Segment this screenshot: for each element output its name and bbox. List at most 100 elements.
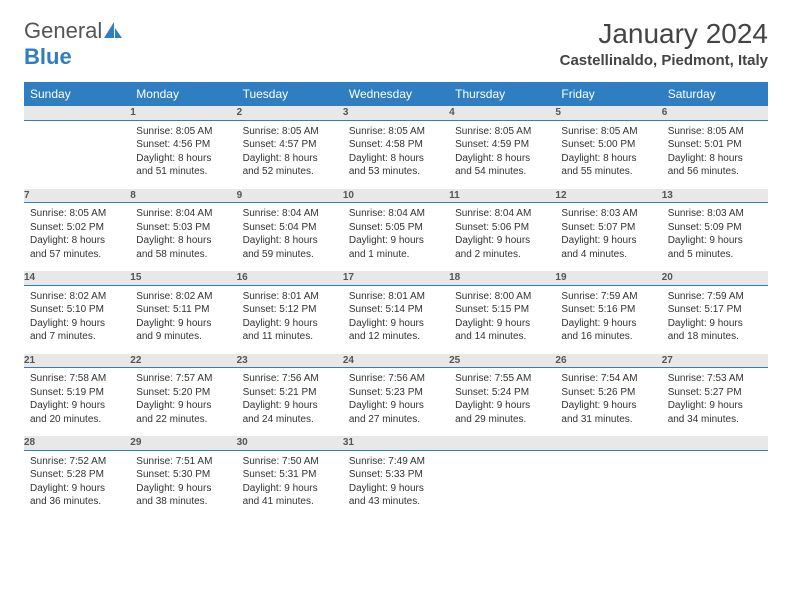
daylight-text: Daylight: 9 hours and 22 minutes. bbox=[136, 399, 230, 426]
day-cell: Sunrise: 7:57 AMSunset: 5:20 PMDaylight:… bbox=[130, 368, 236, 437]
daylight-text: Daylight: 8 hours and 56 minutes. bbox=[668, 152, 762, 179]
day-cell: Sunrise: 7:53 AMSunset: 5:27 PMDaylight:… bbox=[662, 368, 768, 437]
day-number-cell: 30 bbox=[237, 436, 343, 450]
daylight-text: Daylight: 9 hours and 9 minutes. bbox=[136, 317, 230, 344]
day-cell: Sunrise: 8:05 AMSunset: 5:02 PMDaylight:… bbox=[24, 203, 130, 272]
sunset-text: Sunset: 5:15 PM bbox=[455, 303, 549, 317]
sunset-text: Sunset: 5:11 PM bbox=[136, 303, 230, 317]
day-cell bbox=[662, 450, 768, 519]
sunset-text: Sunset: 4:56 PM bbox=[136, 138, 230, 152]
sunset-text: Sunset: 5:03 PM bbox=[136, 221, 230, 235]
day-header: Tuesday bbox=[237, 82, 343, 106]
daylight-text: Daylight: 9 hours and 43 minutes. bbox=[349, 482, 443, 509]
day-cell: Sunrise: 8:02 AMSunset: 5:10 PMDaylight:… bbox=[24, 285, 130, 354]
day-cell bbox=[449, 450, 555, 519]
day-number-cell: 2 bbox=[237, 106, 343, 120]
sunrise-text: Sunrise: 8:03 AM bbox=[668, 207, 762, 221]
day-cell: Sunrise: 8:05 AMSunset: 5:00 PMDaylight:… bbox=[555, 120, 661, 189]
day-cell bbox=[24, 120, 130, 189]
sunset-text: Sunset: 5:28 PM bbox=[30, 468, 124, 482]
week-daynum-row: 123456 bbox=[24, 106, 768, 120]
sunrise-text: Sunrise: 8:05 AM bbox=[30, 207, 124, 221]
title-block: January 2024 Castellinaldo, Piedmont, It… bbox=[560, 18, 768, 69]
sunrise-text: Sunrise: 7:54 AM bbox=[561, 372, 655, 386]
day-number-cell: 12 bbox=[555, 189, 661, 203]
day-cell: Sunrise: 7:59 AMSunset: 5:17 PMDaylight:… bbox=[662, 285, 768, 354]
sunset-text: Sunset: 5:31 PM bbox=[243, 468, 337, 482]
daylight-text: Daylight: 9 hours and 29 minutes. bbox=[455, 399, 549, 426]
week-body-row: Sunrise: 7:52 AMSunset: 5:28 PM Daylight:… bbox=[24, 450, 768, 519]
day-number-cell: 25 bbox=[449, 354, 555, 368]
sunset-text: Sunset: 4:57 PM bbox=[243, 138, 337, 152]
logo-text-1: General bbox=[24, 18, 102, 43]
day-cell: Sunrise: 7:59 AMSunset: 5:16 PMDaylight:… bbox=[555, 285, 661, 354]
day-number-cell: 31 bbox=[343, 436, 449, 450]
day-cell: Sunrise: 8:05 AMSunset: 4:59 PMDaylight:… bbox=[449, 120, 555, 189]
daylight-text: Daylight: 9 hours and 4 minutes. bbox=[561, 234, 655, 261]
day-number-cell: 11 bbox=[449, 189, 555, 203]
sunrise-text: Sunrise: 7:59 AM bbox=[561, 290, 655, 304]
sunset-text: Sunset: 5:19 PM bbox=[30, 386, 124, 400]
week-body-row: Sunrise: 7:58 AMSunset: 5:19 PMDaylight:… bbox=[24, 368, 768, 437]
day-number-cell: 1 bbox=[130, 106, 236, 120]
sunset-text: Sunset: 5:27 PM bbox=[668, 386, 762, 400]
sunset-text: Sunset: 5:10 PM bbox=[30, 303, 124, 317]
sunrise-text: Sunrise: 7:52 AM bbox=[30, 455, 124, 469]
location: Castellinaldo, Piedmont, Italy bbox=[560, 52, 768, 69]
day-header: Wednesday bbox=[343, 82, 449, 106]
sunrise-text: Sunrise: 8:05 AM bbox=[455, 125, 549, 139]
day-number-cell: 8 bbox=[130, 189, 236, 203]
daylight-text: Daylight: 9 hours and 20 minutes. bbox=[30, 399, 124, 426]
day-cell: Sunrise: 8:01 AMSunset: 5:12 PMDaylight:… bbox=[237, 285, 343, 354]
day-cell bbox=[555, 450, 661, 519]
sunset-text: Sunset: 5:07 PM bbox=[561, 221, 655, 235]
sunset-text: Sunset: 5:20 PM bbox=[136, 386, 230, 400]
daylight-text: Daylight: 9 hours and 41 minutes. bbox=[243, 482, 337, 509]
day-number-cell bbox=[24, 106, 130, 120]
day-number-cell: 28 bbox=[24, 436, 130, 450]
sunset-text: Sunset: 4:58 PM bbox=[349, 138, 443, 152]
sunrise-text: Sunrise: 8:05 AM bbox=[668, 125, 762, 139]
sunset-text: Sunset: 5:33 PM bbox=[349, 468, 443, 482]
daylight-text: Daylight: 9 hours and 5 minutes. bbox=[668, 234, 762, 261]
sunrise-text: Sunrise: 8:04 AM bbox=[455, 207, 549, 221]
daylight-text: Daylight: 9 hours and 2 minutes. bbox=[455, 234, 549, 261]
day-number-cell: 19 bbox=[555, 271, 661, 285]
day-header: Monday bbox=[130, 82, 236, 106]
daylight-text: Daylight: 9 hours and 7 minutes. bbox=[30, 317, 124, 344]
sunrise-text: Sunrise: 8:02 AM bbox=[136, 290, 230, 304]
sunrise-text: Sunrise: 8:04 AM bbox=[136, 207, 230, 221]
sunset-text: Sunset: 5:09 PM bbox=[668, 221, 762, 235]
day-cell: Sunrise: 8:05 AMSunset: 5:01 PMDaylight:… bbox=[662, 120, 768, 189]
day-header: Thursday bbox=[449, 82, 555, 106]
sunrise-text: Sunrise: 8:05 AM bbox=[349, 125, 443, 139]
sunrise-text: Sunrise: 8:04 AM bbox=[243, 207, 337, 221]
week-daynum-row: 21222324252627 bbox=[24, 354, 768, 368]
daylight-text: Daylight: 8 hours and 52 minutes. bbox=[243, 152, 337, 179]
week-body-row: Sunrise: 8:05 AMSunset: 5:02 PM Daylight:… bbox=[24, 203, 768, 272]
sunset-text: Sunset: 5:02 PM bbox=[30, 221, 124, 235]
day-cell: Sunrise: 8:05 AMSunset: 4:58 PMDaylight:… bbox=[343, 120, 449, 189]
day-number-cell: 9 bbox=[237, 189, 343, 203]
day-header-row: SundayMondayTuesdayWednesdayThursdayFrid… bbox=[24, 82, 768, 106]
daylight-text: Daylight: 9 hours and 11 minutes. bbox=[243, 317, 337, 344]
day-number-cell: 24 bbox=[343, 354, 449, 368]
daylight-text: Daylight: 9 hours and 38 minutes. bbox=[136, 482, 230, 509]
sunset-text: Sunset: 5:21 PM bbox=[243, 386, 337, 400]
day-cell: Sunrise: 7:56 AMSunset: 5:23 PMDaylight:… bbox=[343, 368, 449, 437]
day-number-cell bbox=[555, 436, 661, 450]
day-number-cell: 5 bbox=[555, 106, 661, 120]
sunset-text: Sunset: 5:16 PM bbox=[561, 303, 655, 317]
day-cell: Sunrise: 8:02 AMSunset: 5:11 PMDaylight:… bbox=[130, 285, 236, 354]
sunrise-text: Sunrise: 7:59 AM bbox=[668, 290, 762, 304]
sunset-text: Sunset: 5:04 PM bbox=[243, 221, 337, 235]
day-cell: Sunrise: 7:55 AMSunset: 5:24 PMDaylight:… bbox=[449, 368, 555, 437]
sunset-text: Sunset: 5:01 PM bbox=[668, 138, 762, 152]
sunrise-text: Sunrise: 7:53 AM bbox=[668, 372, 762, 386]
day-cell: Sunrise: 8:05 AMSunset: 4:57 PMDaylight:… bbox=[237, 120, 343, 189]
day-number-cell: 29 bbox=[130, 436, 236, 450]
calendar-table: SundayMondayTuesdayWednesdayThursdayFrid… bbox=[24, 82, 768, 519]
week-body-row: Sunrise: 8:02 AMSunset: 5:10 PMDaylight:… bbox=[24, 285, 768, 354]
sunrise-text: Sunrise: 7:49 AM bbox=[349, 455, 443, 469]
sunrise-text: Sunrise: 7:57 AM bbox=[136, 372, 230, 386]
